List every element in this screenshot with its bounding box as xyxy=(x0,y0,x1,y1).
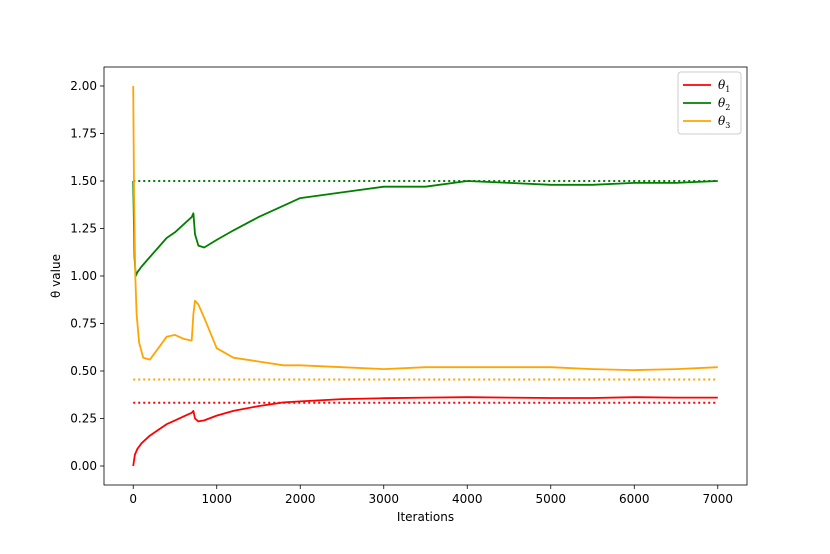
y-tick-label: 0.25 xyxy=(70,412,97,426)
x-tick-label: 5000 xyxy=(535,492,566,506)
series-line-theta3 xyxy=(132,85,718,371)
x-tick-label: 0 xyxy=(129,492,137,506)
y-tick-label: 0.75 xyxy=(70,317,97,331)
legend: θ1 θ2 θ3 xyxy=(677,71,742,135)
y-tick-label: 0.50 xyxy=(70,364,97,378)
plot-area xyxy=(132,85,718,467)
legend-label-theta3: θ3 xyxy=(718,114,730,130)
x-tick-label: 4000 xyxy=(452,492,483,506)
x-tick-label: 6000 xyxy=(619,492,650,506)
x-tick-label: 2000 xyxy=(285,492,316,506)
y-tick-label: 0.00 xyxy=(70,459,97,473)
legend-label-theta1: θ1 xyxy=(718,78,730,94)
x-tick-label: 1000 xyxy=(201,492,232,506)
x-axis-label: Iterations xyxy=(397,510,454,524)
y-tick-label: 2.00 xyxy=(70,79,97,93)
series-line-theta2 xyxy=(132,180,718,277)
y-axis-label: θ value xyxy=(49,254,63,298)
x-tick-label: 3000 xyxy=(368,492,399,506)
x-tick-label: 7000 xyxy=(702,492,733,506)
series-line-theta1 xyxy=(132,396,718,467)
y-tick-label: 1.00 xyxy=(70,269,97,283)
y-tick-label: 1.75 xyxy=(70,127,97,141)
legend-label-theta2: θ2 xyxy=(718,96,730,112)
y-tick-label: 1.50 xyxy=(70,174,97,188)
axes-frame xyxy=(103,66,748,486)
axis-ticks: 0 1000 2000 3000 4000 5000 6000 7000 0.00 0.25 0.5… xyxy=(70,79,733,506)
y-tick-label: 1.25 xyxy=(70,222,97,236)
